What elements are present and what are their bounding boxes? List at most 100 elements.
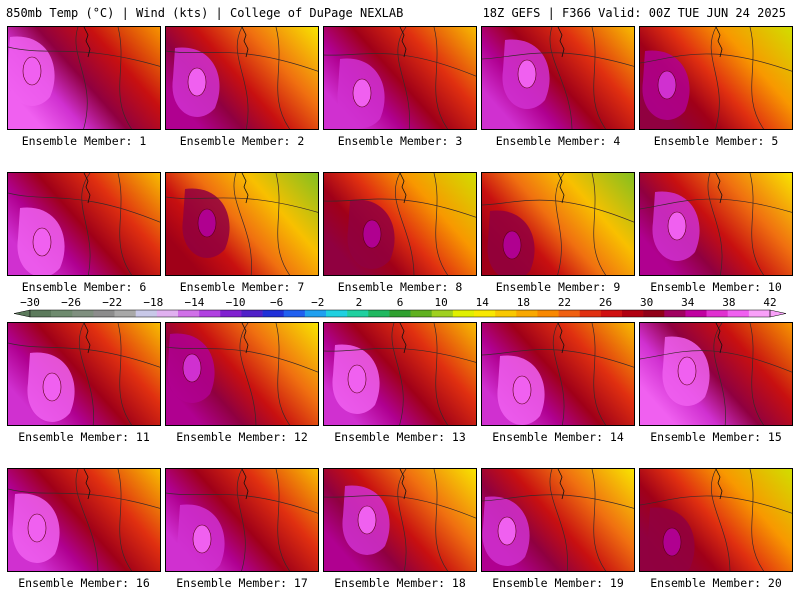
- ensemble-member-map: [323, 172, 477, 276]
- coastline: [399, 173, 407, 204]
- colorbar-swatch: [93, 310, 115, 317]
- warm-core-inner: [497, 516, 517, 546]
- height-contour: [8, 173, 160, 275]
- colorbar-swatch: [727, 310, 750, 317]
- colorbar-tick-label: −30: [20, 296, 40, 309]
- ensemble-member-label: Ensemble Member: 17: [176, 576, 308, 590]
- ensemble-member-map: [7, 322, 161, 426]
- ensemble-member-map: [639, 468, 793, 572]
- colorbar-tick-label: −10: [226, 296, 246, 309]
- height-contour: [324, 469, 476, 571]
- colorbar-tick-label: 26: [599, 296, 612, 309]
- colorbar-swatch: [199, 310, 221, 317]
- warm-core-inner: [347, 364, 367, 394]
- colorbar-swatch: [748, 310, 771, 317]
- colorbar-swatch: [495, 310, 517, 317]
- ensemble-member-label: Ensemble Member: 18: [334, 576, 466, 590]
- ensemble-member-label: Ensemble Member: 8: [337, 280, 463, 294]
- colorbar-tick-label: −14: [185, 296, 205, 309]
- colorbar-swatch: [283, 310, 306, 317]
- height-contour: [166, 27, 318, 129]
- ensemble-member-map: [7, 468, 161, 572]
- colorbar-swatch: [431, 310, 454, 317]
- warm-core-inner: [192, 524, 212, 554]
- colorbar-swatch: [600, 310, 623, 317]
- colorbar-tick-label: 6: [397, 296, 404, 309]
- warm-core-inner: [357, 505, 377, 535]
- temperature-field: [324, 173, 476, 275]
- colorbar-tick-label: 34: [681, 296, 695, 309]
- height-contour: [8, 323, 160, 425]
- colorbar-tick-label: 18: [517, 296, 530, 309]
- ensemble-member-map: [481, 172, 635, 276]
- colorbar-swatch: [664, 310, 686, 317]
- map-title: 850mb Temp (°C) | Wind (kts) | College o…: [6, 6, 404, 20]
- height-contour: [640, 27, 792, 129]
- warm-core-inner: [502, 230, 522, 260]
- warm-core-inner: [657, 70, 677, 100]
- height-contour: [482, 469, 634, 571]
- coastline: [399, 323, 407, 354]
- ensemble-member-label: Ensemble Member: 10: [650, 280, 782, 294]
- ensemble-member-map: [323, 26, 477, 130]
- height-contour: [324, 323, 476, 425]
- coastline: [557, 173, 565, 204]
- height-contour: [482, 323, 634, 425]
- colorbar-swatch: [262, 310, 285, 317]
- colorbar-swatch: [326, 310, 348, 317]
- colorbar-tick-label: −2: [311, 296, 324, 309]
- warm-core-inner: [362, 219, 382, 249]
- colorbar-swatch: [304, 310, 327, 317]
- colorbar-swatch: [685, 310, 707, 317]
- ensemble-member-label: Ensemble Member: 7: [179, 280, 305, 294]
- coastline: [83, 469, 91, 500]
- coastline: [399, 27, 407, 58]
- ensemble-member-label: Ensemble Member: 19: [492, 576, 624, 590]
- run-valid-time: 18Z GEFS | F366 Valid: 00Z TUE JUN 24 20…: [482, 6, 786, 20]
- colorbar-tick-label: −26: [61, 296, 81, 309]
- colorbar-swatch: [156, 310, 179, 317]
- colorbar-swatch: [51, 310, 73, 317]
- warm-core-inner: [32, 227, 52, 257]
- height-contour: [166, 173, 318, 275]
- height-contour: [640, 323, 792, 425]
- coastline: [557, 469, 565, 500]
- colorbar-swatch: [579, 310, 602, 317]
- height-contour: [166, 323, 318, 425]
- coastline: [241, 173, 249, 204]
- coastline: [557, 27, 565, 58]
- colorbar-tick-label: 42: [763, 296, 776, 309]
- colorbar-swatch: [537, 310, 559, 317]
- height-contour: [640, 173, 792, 275]
- height-contour: [482, 173, 634, 275]
- colorbar-tick-label: 30: [640, 296, 653, 309]
- coastline: [241, 469, 249, 500]
- warm-core-inner: [42, 372, 62, 402]
- coastline: [83, 173, 91, 204]
- ensemble-member-label: Ensemble Member: 11: [18, 430, 150, 444]
- colorbar-swatch: [114, 310, 137, 317]
- ensemble-member-label: Ensemble Member: 3: [337, 134, 463, 148]
- ensemble-member-label: Ensemble Member: 9: [495, 280, 621, 294]
- colorbar-swatch: [135, 310, 158, 317]
- warm-core-inner: [667, 211, 687, 241]
- colorbar-swatch: [516, 310, 538, 317]
- warm-core-inner: [677, 356, 697, 386]
- height-contour: [166, 469, 318, 571]
- coastline: [715, 173, 723, 204]
- ensemble-member-map: [7, 26, 161, 130]
- colorbar-tick-label: 38: [722, 296, 735, 309]
- warm-core-inner: [187, 67, 207, 97]
- colorbar-swatch: [474, 310, 496, 317]
- colorbar-swatch: [706, 310, 729, 317]
- height-contour: [640, 469, 792, 571]
- ensemble-member-map: [481, 26, 635, 130]
- temperature-colorbar: −30 −26 −22 −18 −14 −10 −6 −2 2 6 10 14 18 22 26 30 34 38…: [13, 296, 787, 318]
- colorbar-swatch: [643, 310, 665, 317]
- ensemble-member-map: [639, 322, 793, 426]
- ensemble-member-label: Ensemble Member: 5: [653, 134, 779, 148]
- warm-core-inner: [517, 59, 537, 89]
- warm-core-inner: [182, 353, 202, 383]
- colorbar-swatch: [72, 310, 94, 317]
- height-contour: [324, 27, 476, 129]
